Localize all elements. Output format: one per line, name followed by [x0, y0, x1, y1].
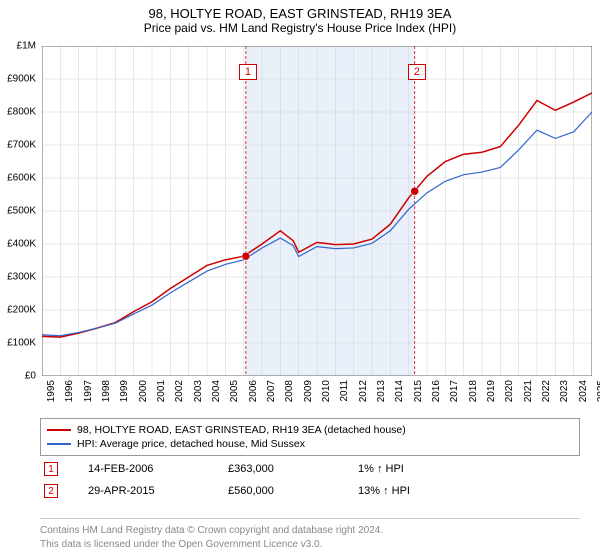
- legend-item: HPI: Average price, detached house, Mid …: [47, 437, 573, 451]
- legend-text: 98, HOLTYE ROAD, EAST GRINSTEAD, RH19 3E…: [77, 424, 406, 436]
- sale-marker-dot-1: [242, 252, 250, 260]
- plot-area: 12: [42, 46, 592, 376]
- x-tick-label: 2006: [248, 380, 259, 402]
- plot-svg: [42, 46, 592, 376]
- x-tick-label: 1999: [119, 380, 130, 402]
- x-tick-label: 2025: [596, 380, 600, 402]
- x-tick-label: 2010: [321, 380, 332, 402]
- sale-row-hpi: 1% ↑ HPI: [358, 463, 458, 475]
- sale-marker-dot-2: [411, 187, 419, 195]
- x-tick-label: 2011: [339, 380, 350, 402]
- y-tick-label: £100K: [7, 338, 36, 349]
- legend-swatch: [47, 429, 71, 431]
- y-tick-label: £300K: [7, 272, 36, 283]
- y-tick-label: £400K: [7, 239, 36, 250]
- sale-row-hpi: 13% ↑ HPI: [358, 485, 458, 497]
- x-tick-label: 2017: [449, 380, 460, 402]
- x-tick-label: 2014: [394, 380, 405, 402]
- x-tick-label: 2000: [138, 380, 149, 402]
- y-tick-label: £800K: [7, 107, 36, 118]
- x-tick-label: 2013: [376, 380, 387, 402]
- y-tick-label: £0: [25, 371, 36, 382]
- legend: 98, HOLTYE ROAD, EAST GRINSTEAD, RH19 3E…: [40, 418, 580, 456]
- sale-marker-label-2: 2: [408, 64, 426, 80]
- x-tick-label: 2003: [193, 380, 204, 402]
- x-tick-label: 2007: [266, 380, 277, 402]
- sale-row-price: £363,000: [228, 463, 358, 475]
- y-tick-label: £500K: [7, 206, 36, 217]
- legend-text: HPI: Average price, detached house, Mid …: [77, 438, 305, 450]
- chart-subtitle: Price paid vs. HM Land Registry's House …: [0, 21, 600, 39]
- x-tick-label: 2016: [431, 380, 442, 402]
- y-tick-label: £900K: [7, 74, 36, 85]
- footer-line-1: Contains HM Land Registry data © Crown c…: [40, 524, 580, 538]
- x-tick-label: 2022: [541, 380, 552, 402]
- chart-container: 98, HOLTYE ROAD, EAST GRINSTEAD, RH19 3E…: [0, 0, 600, 560]
- x-tick-label: 2024: [578, 380, 589, 402]
- y-tick-label: £1M: [17, 41, 36, 52]
- sale-row-price: £560,000: [228, 485, 358, 497]
- sale-row: 1 14-FEB-2006£363,0001% ↑ HPI: [40, 458, 580, 480]
- x-tick-label: 1996: [64, 380, 75, 402]
- footer-attribution: Contains HM Land Registry data © Crown c…: [40, 518, 580, 551]
- y-tick-label: £600K: [7, 173, 36, 184]
- x-tick-label: 2002: [174, 380, 185, 402]
- legend-swatch: [47, 443, 71, 445]
- x-tick-label: 2015: [413, 380, 424, 402]
- x-tick-label: 2008: [284, 380, 295, 402]
- sale-row-date: 29-APR-2015: [88, 485, 228, 497]
- footer-line-2: This data is licensed under the Open Gov…: [40, 538, 580, 552]
- x-tick-label: 1998: [101, 380, 112, 402]
- x-tick-label: 2021: [523, 380, 534, 402]
- sale-row-date: 14-FEB-2006: [88, 463, 228, 475]
- chart-title: 98, HOLTYE ROAD, EAST GRINSTEAD, RH19 3E…: [0, 0, 600, 21]
- y-tick-label: £200K: [7, 305, 36, 316]
- x-axis: 1995 1996 1997 1998 1999 2000 2001 2002 2003 2004…: [42, 378, 592, 418]
- sale-row: 2 29-APR-2015£560,00013% ↑ HPI: [40, 480, 580, 502]
- x-tick-label: 2019: [486, 380, 497, 402]
- x-tick-label: 1995: [46, 380, 57, 402]
- sale-row-marker: 2: [44, 484, 58, 498]
- sale-marker-label-1: 1: [239, 64, 257, 80]
- x-tick-label: 2012: [358, 380, 369, 402]
- y-tick-label: £700K: [7, 140, 36, 151]
- x-tick-label: 1997: [83, 380, 94, 402]
- x-tick-label: 2004: [211, 380, 222, 402]
- x-tick-label: 2018: [468, 380, 479, 402]
- y-axis: £0£100K£200K£300K£400K£500K£600K£700K£80…: [0, 46, 40, 376]
- x-tick-label: 2023: [559, 380, 570, 402]
- x-tick-label: 2005: [229, 380, 240, 402]
- sale-row-marker: 1: [44, 462, 58, 476]
- x-tick-label: 2009: [303, 380, 314, 402]
- x-tick-label: 2020: [504, 380, 515, 402]
- sales-table: 1 14-FEB-2006£363,0001% ↑ HPI 2 29-APR-2015…: [40, 458, 580, 502]
- x-tick-label: 2001: [156, 380, 167, 402]
- legend-item: 98, HOLTYE ROAD, EAST GRINSTEAD, RH19 3E…: [47, 423, 573, 437]
